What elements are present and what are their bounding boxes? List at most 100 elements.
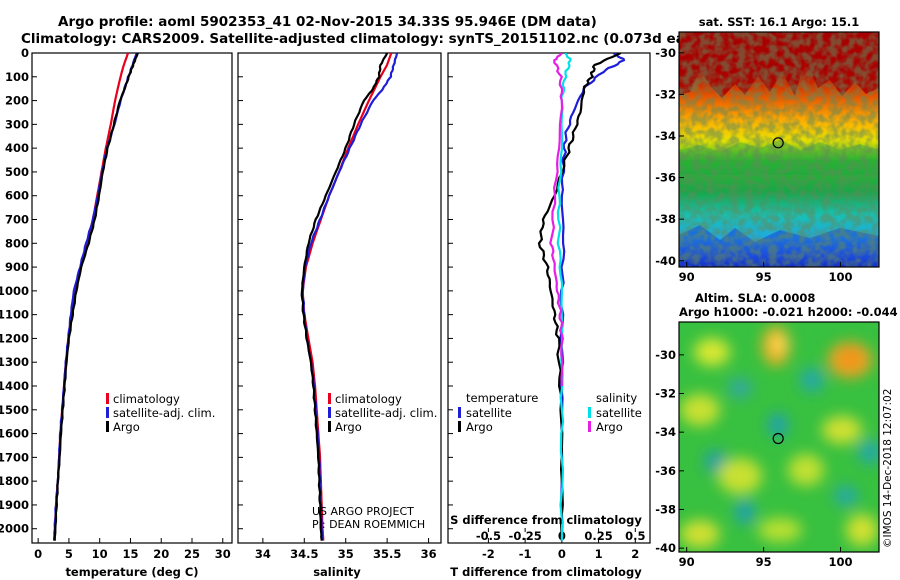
sst-map-panel: sat. SST: 16.1 Argo: 15.1 90 95 100 -30 -32 -… (655, 15, 880, 284)
lat-tick-label: -34 (655, 425, 676, 439)
salinity-depth-ticks (238, 52, 243, 530)
depth-tick-label: 300 (5, 117, 29, 131)
depth-tick-label: 1000 (0, 284, 29, 298)
lat-tick-label: -40 (655, 541, 676, 555)
legend-label-satellite: satellite-adj. clim. (335, 406, 437, 420)
legend-swatch-climatology (106, 393, 109, 404)
x-tick-label: 25 (184, 547, 200, 561)
sla-anomaly-blobs (680, 326, 879, 548)
x-tick-label: 10 (92, 547, 108, 561)
figure-title-line1: Argo profile: aoml 5902353_41 02-Nov-201… (58, 14, 597, 30)
legend-swatch-satellite (328, 407, 331, 418)
legend-label-satellite: satellite-adj. clim. (113, 406, 215, 420)
lon-tick-label: 95 (756, 555, 772, 569)
temperature-x-axis: 0 5 10 15 20 25 30 (34, 538, 231, 561)
depth-tick-label: 900 (5, 260, 29, 274)
x-tick-label: 0 (34, 547, 42, 561)
x-tick-label: 15 (122, 547, 138, 561)
sst-map-title: sat. SST: 16.1 Argo: 15.1 (699, 15, 859, 29)
s-tick-label: -0.25 (509, 529, 542, 543)
salinity-axes-frame (237, 52, 442, 544)
lon-tick-label: 100 (829, 555, 853, 569)
x-tick-label: 5 (65, 547, 73, 561)
lon-tick-label: 100 (829, 270, 853, 284)
depth-tick-label: 600 (5, 189, 29, 203)
profile-line-argo (53, 53, 139, 541)
t-difference-x-axis: -2 -1 0 1 2 (482, 538, 639, 561)
temperature-profiles (53, 53, 139, 541)
salinity-x-label: salinity (313, 565, 361, 579)
x-tick-label: 34.5 (290, 547, 318, 561)
lat-tick-label: -38 (655, 502, 676, 516)
profile-line-argo (300, 53, 389, 541)
sst-map-frame (678, 31, 880, 268)
x-tick-label: 36 (421, 547, 437, 561)
legend-label-s-satellite: satellite (596, 406, 642, 420)
lat-tick-label: -32 (655, 87, 676, 101)
x-tick-label: 0 (558, 547, 566, 561)
x-tick-label: 34 (255, 547, 271, 561)
difference-panel: -2 -1 0 1 2 -0.5 -0.25 0 0.25 0.5 temperature sa… (447, 52, 651, 579)
lon-tick-label: 90 (679, 555, 695, 569)
lat-tick-label: -30 (655, 348, 676, 362)
legend-title-temperature: temperature (466, 391, 538, 405)
argo-location-marker (772, 432, 784, 445)
lat-tick-label: -38 (655, 212, 676, 226)
x-tick-label: 35.5 (373, 547, 401, 561)
x-tick-label: -1 (519, 547, 532, 561)
legend-swatch-s-argo (588, 421, 591, 432)
depth-tick-label: 1500 (0, 403, 29, 417)
sla-map-title: Altim. SLA: 0.0008 (695, 291, 815, 305)
imos-timestamp: ©IMOS 14-Dec-2018 12:07:02 (882, 389, 894, 548)
depth-tick-label: 200 (5, 94, 29, 108)
difference-axes-frame (447, 52, 651, 544)
depth-tick-label: 1600 (0, 427, 29, 441)
argo-location-marker (772, 137, 784, 149)
sla-map-frame (678, 321, 880, 553)
difference-profiles (537, 53, 626, 541)
depth-tick-label: 500 (5, 165, 29, 179)
legend-title-salinity: salinity (596, 391, 637, 405)
lat-tick-label: -34 (655, 129, 676, 143)
lat-tick-label: -36 (655, 171, 676, 185)
depth-tick-label: 1100 (0, 308, 29, 322)
temperature-axes-frame (31, 52, 233, 544)
depth-tick-label: 0 (21, 46, 29, 60)
sst-map-axes: 90 95 100 -30 -32 -34 -36 -38 -40 (655, 46, 852, 284)
x-tick-label: 20 (153, 547, 169, 561)
lon-tick-label: 95 (756, 270, 772, 284)
t-difference-label: T difference from climatology (450, 565, 642, 579)
profile-line-s-argo (549, 53, 564, 387)
depth-tick-label: 1700 (0, 450, 29, 464)
depth-tick-label: 1900 (0, 498, 29, 512)
s-tick-label: 0.25 (584, 529, 612, 543)
legend-swatch-argo (328, 421, 331, 432)
legend-label-argo: Argo (113, 420, 140, 434)
lat-tick-label: -30 (655, 46, 676, 60)
difference-legend-temperature: temperature satellite Argo (458, 391, 538, 434)
x-tick-label: 30 (215, 547, 231, 561)
depth-tick-label: 2000 (0, 522, 29, 536)
lat-tick-label: -40 (655, 254, 676, 268)
salinity-panel: 34 34.5 35 35.5 36 climatology satellite-adj… (237, 52, 442, 579)
legend-label-climatology: climatology (113, 392, 180, 406)
depth-tick-label: 800 (5, 236, 29, 250)
x-tick-label: 2 (631, 547, 639, 561)
temperature-panel: 0100200300400500600700800900100011001200… (0, 46, 233, 579)
legend-swatch-climatology (328, 393, 331, 404)
legend-label-t-satellite: satellite (466, 406, 512, 420)
depth-tick-label: 400 (5, 141, 29, 155)
credit-pi: PI: DEAN ROEMMICH (312, 518, 425, 531)
depth-tick-label: 1400 (0, 379, 29, 393)
temperature-legend: climatology satellite-adj. clim. Argo (106, 392, 215, 434)
salinity-legend: climatology satellite-adj. clim. Argo (328, 392, 437, 434)
s-tick-label: -0.5 (476, 529, 501, 543)
profile-line-s-satellite (556, 53, 572, 541)
legend-label-argo: Argo (335, 420, 362, 434)
difference-depth-ticks (448, 52, 453, 530)
depth-tick-label: 700 (5, 213, 29, 227)
temperature-x-label: temperature (deg C) (65, 565, 198, 579)
sla-map-axes: 90 95 100 -30 -32 -34 -36 -38 -40 (655, 348, 852, 569)
profile-line-t-argo (537, 53, 622, 541)
